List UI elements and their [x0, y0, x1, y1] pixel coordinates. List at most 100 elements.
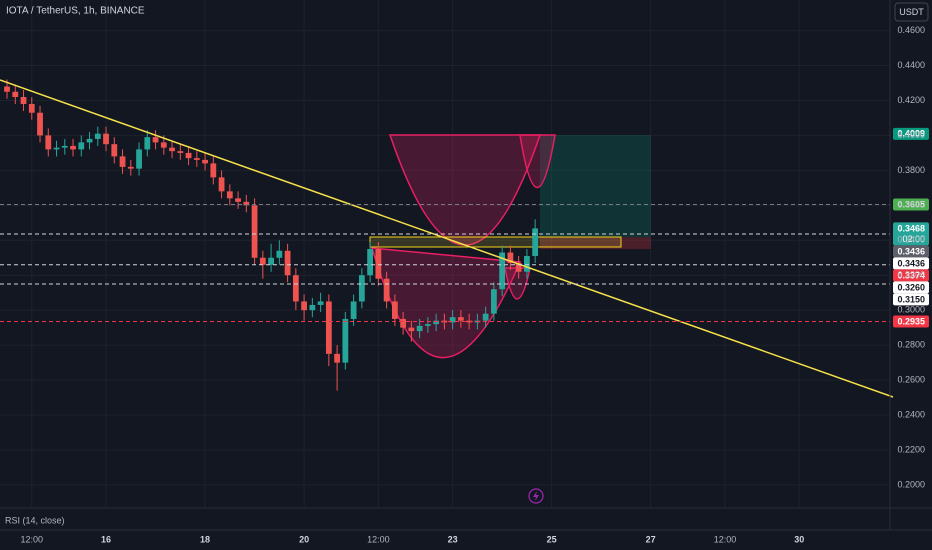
- y-tick-label: 0.2600: [897, 374, 925, 384]
- candle-body: [383, 278, 390, 302]
- price-badge: [893, 315, 929, 328]
- event-icon[interactable]: [528, 488, 544, 504]
- candle-body: [202, 159, 208, 164]
- candle-body: [433, 320, 440, 325]
- candle-body: [367, 249, 373, 276]
- candle-body: [259, 257, 266, 265]
- x-tick-label: 20: [299, 534, 309, 544]
- y-tick-label: 0.2200: [897, 444, 925, 454]
- candle-body: [251, 205, 258, 258]
- candle-body: [301, 301, 307, 311]
- candle-body: [119, 156, 126, 167]
- candle-body: [193, 158, 200, 160]
- candle-body: [358, 275, 365, 302]
- candle-body: [416, 325, 423, 332]
- x-tick-label: 12:00: [21, 534, 44, 544]
- price-badge: [893, 281, 929, 294]
- y-tick-label: 0.3000: [897, 305, 925, 315]
- candle-body: [78, 142, 85, 150]
- candle-body: [160, 142, 167, 148]
- price-badge: [893, 293, 929, 306]
- candle-body: [111, 144, 118, 157]
- candle-body: [152, 137, 159, 143]
- x-tick-label: 27: [646, 534, 656, 544]
- chart-title: IOTA / TetherUS, 1h, BINANCE: [6, 6, 145, 17]
- price-badge-label: 0.3468: [897, 223, 925, 233]
- x-tick-label: 23: [448, 534, 458, 544]
- candle-body: [391, 301, 398, 319]
- candle-body: [276, 250, 283, 258]
- candle-body: [70, 145, 76, 150]
- candle-body: [144, 137, 151, 150]
- candle-body: [103, 133, 109, 145]
- candle-body: [342, 318, 349, 363]
- candle-body: [449, 317, 456, 323]
- candle-body: [94, 133, 101, 139]
- y-tick-label: 0.2800: [897, 340, 925, 350]
- handle-mirror: [519, 134, 556, 188]
- indicator-label: RSI (14, close): [5, 515, 65, 525]
- price-badge-label: 0.3374: [897, 270, 925, 280]
- candle-body: [499, 252, 506, 290]
- x-tick-label: 12:00: [367, 534, 390, 544]
- candle-body: [482, 313, 489, 321]
- stop-zone: [540, 237, 651, 249]
- candle-body: [37, 112, 43, 136]
- candle-body: [218, 177, 225, 192]
- candle-body: [284, 250, 291, 276]
- candle-body: [350, 301, 357, 319]
- candle-body: [268, 257, 274, 265]
- candle-body: [4, 86, 10, 92]
- candle-body: [185, 152, 192, 159]
- candle-body: [457, 317, 464, 321]
- y-tick-label: 0.4600: [897, 25, 925, 35]
- currency-button[interactable]: [894, 2, 929, 22]
- x-tick-label: 18: [200, 534, 210, 544]
- y-tick-label: 0.2400: [897, 409, 925, 419]
- candle-body: [424, 324, 431, 326]
- x-tick-label: 25: [547, 534, 557, 544]
- price-badge-label: 0.3436: [897, 258, 925, 268]
- candle-body: [507, 252, 514, 263]
- x-tick-label: 12:00: [714, 534, 737, 544]
- candle-body: [400, 318, 407, 328]
- x-tick-label: 30: [794, 534, 804, 544]
- candle-body: [408, 327, 415, 332]
- price-badge: [893, 198, 929, 211]
- y-tick-label: 0.4400: [897, 60, 925, 70]
- candle-body: [12, 91, 19, 97]
- price-badge: [893, 127, 929, 140]
- price-badge-label: 0.3605: [897, 199, 925, 209]
- candle-body: [532, 228, 539, 257]
- candle-body: [235, 198, 241, 202]
- candle-body: [210, 163, 217, 178]
- price-badge-label: 0.3150: [897, 294, 925, 304]
- candle-body: [177, 151, 184, 153]
- candle-body: [243, 201, 250, 206]
- candle-body: [136, 149, 142, 169]
- y-tick-label: 0.3600: [897, 200, 925, 210]
- currency[interactable]: USDT: [899, 7, 924, 17]
- y-tick-label: 0.3800: [897, 165, 925, 175]
- candle-body: [169, 147, 175, 152]
- breakout-box: [369, 236, 622, 248]
- price-badge-label: 0.3436: [897, 246, 925, 256]
- grid: [0, 0, 890, 508]
- cup-mirror: [388, 134, 542, 246]
- price-badge-label: 0.2935: [897, 316, 925, 326]
- y-tick-label: 0.4200: [897, 95, 925, 105]
- candle-body: [524, 256, 530, 272]
- candle-body: [226, 191, 233, 199]
- price-badge-label: 0.3260: [897, 282, 925, 292]
- candle-body: [86, 138, 93, 143]
- candle-body: [325, 301, 332, 354]
- price-badge: [893, 269, 929, 282]
- y-tick-label: 0.2000: [897, 479, 925, 489]
- candle-body: [309, 304, 316, 311]
- candle-body: [317, 301, 324, 305]
- event-bolt: [533, 491, 539, 501]
- candle-body: [292, 275, 299, 302]
- candle-body: [127, 166, 134, 169]
